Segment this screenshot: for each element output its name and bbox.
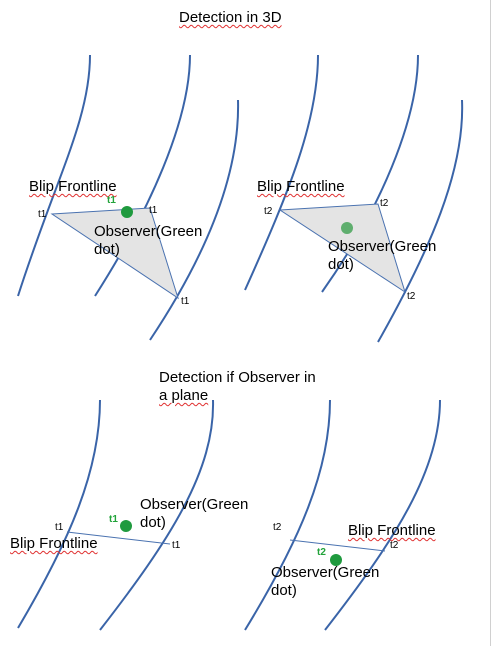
time-label: t2 (390, 540, 399, 551)
time-label: t1 (55, 522, 64, 533)
blip-frontline-label: Blip Frontline (29, 178, 117, 195)
observer-label-line1: Observer(Green (271, 564, 380, 581)
frontline-curve (17, 399, 101, 629)
time-label: t1 (149, 205, 158, 216)
title-3d: Detection in 3D (179, 9, 282, 26)
time-label: t2 (380, 198, 389, 209)
observer-label-line1: Observer(Green (328, 238, 437, 255)
frontline-curve (244, 399, 331, 631)
observer-dot (330, 554, 342, 566)
observer-dot (120, 520, 132, 532)
plane-intersection-line (289, 539, 386, 552)
time-label: t2 (273, 522, 282, 533)
time-label: t1 (172, 540, 181, 551)
observer-label-line2: dot) (328, 256, 354, 273)
title-plane-line1: Detection if Observer in (159, 369, 316, 386)
time-label-observer: t1 (109, 514, 118, 525)
time-label: t2 (264, 206, 273, 217)
observer-label-line2: dot) (94, 241, 120, 258)
frontline-curve (99, 399, 215, 631)
frontline-curve (94, 54, 191, 297)
time-label: t2 (407, 291, 416, 302)
title-plane-line2: a plane (159, 387, 209, 404)
observer-label-line1: Observer(Green (94, 223, 203, 240)
blip-frontline-label: Blip Frontline (257, 178, 345, 195)
frontline-curve (321, 54, 419, 293)
observer-dot (121, 206, 133, 218)
observer-label-line2: dot) (140, 514, 166, 531)
blip-frontline-label: Blip Frontline (348, 522, 436, 539)
frontline-curve (149, 99, 240, 341)
observer-label-line1: Observer(Green (140, 496, 249, 513)
observer-label-line2: dot) (271, 582, 297, 599)
observer-dot (341, 222, 353, 234)
plane-intersection-line (66, 531, 171, 545)
blip-frontline-label: Blip Frontline (10, 535, 98, 552)
time-label-observer: t1 (107, 195, 116, 206)
frontline-curve (244, 54, 319, 291)
detection-triangle (50, 207, 179, 300)
time-label-observer: t2 (317, 547, 326, 558)
frontline-curve (17, 54, 91, 297)
frontline-curve (324, 399, 441, 631)
detection-triangle (278, 203, 406, 294)
frontline-curve (377, 99, 464, 343)
time-label: t1 (181, 296, 190, 307)
time-label: t1 (38, 209, 47, 220)
